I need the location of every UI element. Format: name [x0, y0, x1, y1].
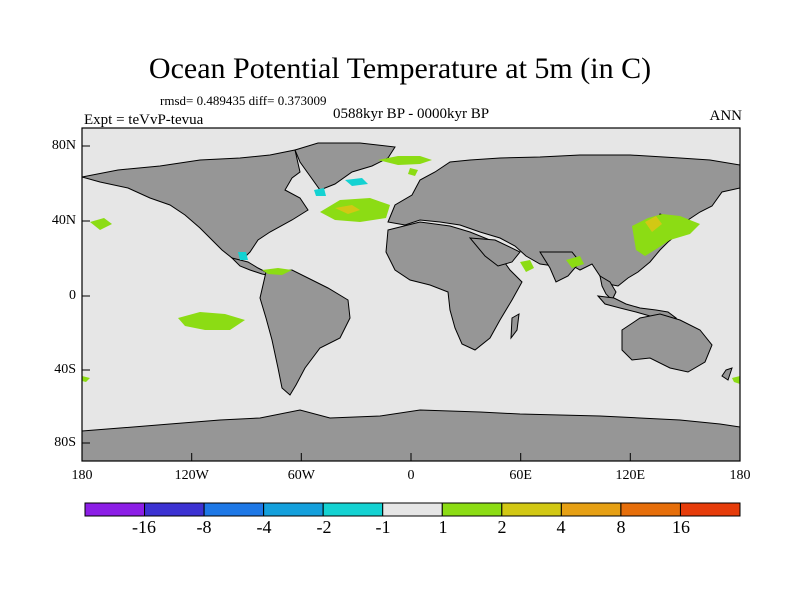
lon-label-120e: 120E: [615, 468, 646, 483]
lon-label-120w: 120W: [174, 468, 209, 483]
colorbar-box-9: [560, 502, 622, 517]
anomaly-patch-tropical-pacific: [178, 312, 245, 330]
land-australia: [621, 313, 713, 373]
lon-label-180e: 180: [729, 468, 751, 483]
landmasses: [82, 142, 740, 461]
land-arabia: [468, 237, 521, 267]
colorbar-label-6: 1: [438, 517, 448, 537]
colorbar-label-9: 8: [616, 517, 626, 537]
lon-label-60e: 60E: [509, 468, 532, 483]
anomaly-patch-japan-sea-core: [645, 216, 662, 232]
lat-label-40n: 40N: [51, 213, 76, 228]
anomaly-patch-nordic-sea: [378, 156, 432, 165]
anomaly-patches: [82, 156, 740, 384]
lat-label-80n: 80N: [51, 138, 76, 153]
lat-label-0: 0: [69, 288, 76, 303]
colorbar-label-10: 16: [672, 517, 690, 537]
anomaly-patch-caribbean: [262, 268, 292, 275]
land-new-zealand: [721, 367, 733, 381]
lon-label-180w: 180: [71, 468, 93, 483]
lat-label-40s: 40S: [54, 362, 76, 377]
colorbar-box-8: [501, 502, 562, 517]
anomaly-patch-red-sea: [520, 260, 534, 272]
season-label: ANN: [709, 108, 743, 124]
anomaly-patch-north-atlantic-core: [335, 205, 360, 214]
colorbar-label-7: 2: [497, 517, 507, 537]
anomaly-patch-gulf-of-mexico: [238, 252, 248, 260]
anomaly-patch-barents: [408, 168, 418, 176]
colorbar-label-2: -8: [196, 517, 212, 537]
land-eurasia: [387, 154, 740, 287]
colorbar-box-3: [203, 502, 265, 517]
stats-text: rmsd= 0.489435 diff= 0.373009: [160, 93, 327, 108]
colorbar-label-3: -4: [256, 517, 272, 537]
anomaly-patch-east-pacific: [90, 218, 112, 230]
colorbar-box-6: [382, 502, 443, 517]
anomaly-patch-south-indian: [732, 376, 740, 384]
anomaly-patch-labrador: [314, 188, 326, 196]
colorbar-box-5: [322, 502, 384, 517]
period-label: 0588kyr BP - 0000kyr BP: [332, 106, 490, 122]
lon-ticks: [81, 453, 741, 461]
colorbar-box-4: [263, 502, 324, 517]
land-madagascar: [510, 313, 520, 340]
anomaly-patch-bay-of-bengal: [566, 256, 584, 268]
lat-label-80s: 80S: [54, 435, 76, 450]
lat-ticks: [82, 145, 90, 444]
lon-label-60w: 60W: [287, 468, 315, 483]
experiment-label: Expt = teVvP-tevua: [84, 112, 204, 128]
land-greenland: [294, 142, 396, 191]
land-north-america: [82, 149, 309, 263]
colorbar-label-1: -16: [132, 517, 156, 537]
colorbar-label-5: -1: [375, 517, 391, 537]
colorbar-box-10: [620, 502, 681, 517]
land-south-america: [259, 269, 351, 396]
map-panel: [81, 127, 741, 462]
colorbar: [84, 502, 741, 517]
colorbar-box-2: [144, 502, 205, 517]
anomaly-patch-iceland: [345, 178, 368, 186]
colorbar-label-4: -2: [316, 517, 332, 537]
plot-title: Ocean Potential Temperature at 5m (in C): [148, 52, 652, 85]
lon-label-0: 0: [407, 468, 415, 483]
anomaly-patch-south-pacific-edge: [82, 376, 90, 382]
land-indonesia: [596, 295, 678, 321]
land-antarctica: [82, 409, 740, 461]
colorbar-box-1: [84, 502, 146, 517]
colorbar-box-11: [679, 502, 741, 517]
colorbar-label-8: 4: [556, 517, 566, 537]
colorbar-box-7: [441, 502, 503, 517]
